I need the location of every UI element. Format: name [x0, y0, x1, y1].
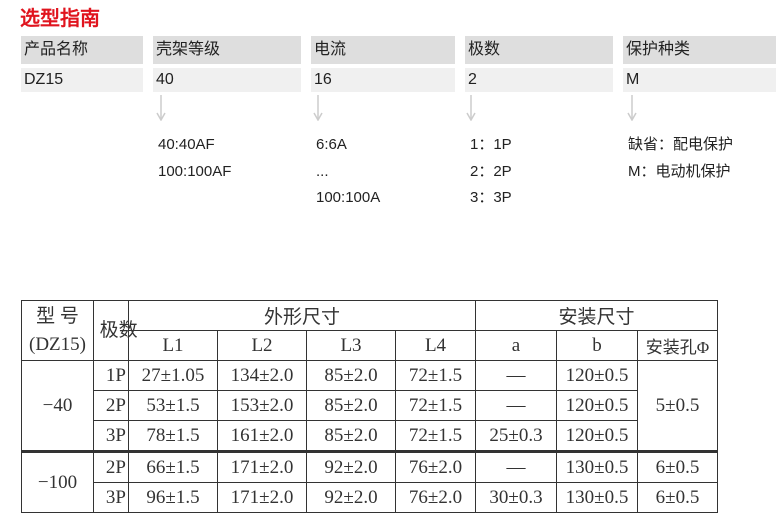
table-row: −100 2P 66±1.5 171±2.0 92±2.0 76±2.0—130±0.5 6… [21, 450, 718, 513]
table-cell: 120±0.5 [556, 420, 638, 452]
guide-option: 3：3P [470, 189, 512, 206]
table-cell: 3P [93, 482, 129, 513]
column-header: b [556, 330, 638, 361]
column-header: a [475, 330, 557, 361]
table-cell: 92±2.0 [306, 450, 396, 483]
page-title: 选型指南 [20, 8, 100, 30]
hole-cell: 5±0.5 [637, 360, 718, 452]
table-cell: 6±0.5 [637, 482, 718, 513]
guide-option: 100:100A [316, 189, 381, 206]
guide-option: 6:6A [316, 136, 347, 153]
guide-option: 40:40AF [158, 136, 215, 153]
guide-options: 1：1P 2：2P 3：3P [470, 132, 512, 212]
model-cell: −40 [21, 360, 94, 452]
guide-value: 16 [311, 68, 455, 92]
table-cell: 72±1.5 [395, 360, 476, 391]
table-cell: 53±1.5 [128, 390, 218, 421]
table-cell: 85±2.0 [306, 390, 396, 421]
column-header: 安装孔Φ [637, 330, 718, 361]
table-cell: 27±1.05 [128, 360, 218, 391]
table-row: 2P 53±1.5 153±2.0 85±2.0 72±1.5—120±0.5 [22, 390, 718, 421]
table-row: 3P 78±1.5 161±2.0 85±2.0 72±1.5 25±0.3 120±0.5 [22, 420, 718, 452]
table-cell: 130±0.5 [556, 482, 638, 513]
table-cell: 6±0.5 [637, 450, 718, 483]
guide-value: M [623, 68, 776, 92]
table-cell: 120±0.5 [556, 360, 638, 391]
table-cell: 72±1.5 [395, 390, 476, 421]
arrow-down-icon [627, 95, 637, 122]
guide-option: M：电动机保护 [628, 162, 731, 180]
table-cell: 92±2.0 [306, 482, 396, 513]
table-cell: 1P [93, 360, 129, 391]
arrow-down-icon [156, 95, 166, 122]
guide-options: 缺省：配电保护 M：电动机保护 [628, 132, 733, 185]
mount-header: 安装尺寸 [475, 300, 718, 331]
table-cell: 2P [93, 450, 129, 483]
guide-options: 6:6A... 100:100A [316, 132, 380, 212]
column-header: L3 [306, 330, 396, 361]
guide-option: 100:100AF [158, 162, 232, 180]
dimension-table: 型 号 (DZ15) 极数 外形尺寸 安装尺寸 L1 L2 L3 L4 a b 安装孔Φ −4… [21, 300, 718, 513]
table-cell: 171±2.0 [217, 450, 307, 483]
guide-option: 2：2P [470, 162, 512, 180]
guide-option: 1：1P [470, 136, 512, 153]
table-cell: 85±2.0 [306, 420, 396, 452]
guide-header: 电流 [311, 36, 455, 64]
guide-header: 极数 [465, 36, 613, 64]
poles-header: 极数 [93, 300, 138, 361]
table-cell: — [475, 450, 557, 483]
table-cell: 171±2.0 [217, 482, 307, 513]
column-header: L1 [128, 330, 218, 361]
guide-header: 保护种类 [623, 36, 776, 64]
guide-value: DZ15 [21, 68, 143, 92]
guide-option: 缺省：配电保护 [628, 136, 734, 153]
table-cell: 134±2.0 [217, 360, 307, 391]
guide-column: 电流 16 [311, 36, 455, 92]
table-cell: 161±2.0 [217, 420, 307, 452]
table-cell: 130±0.5 [556, 450, 638, 483]
table-cell: 76±2.0 [395, 482, 476, 513]
table-row: −40 1P 27±1.05 134±2.0 85±2.0 72±1.5—120±0.5 5… [21, 360, 718, 452]
guide-option: ... [316, 162, 329, 180]
model-header: 型 号 (DZ15) [21, 300, 94, 361]
model-cell: −100 [21, 450, 94, 513]
guide-column: 保护种类 M [623, 36, 776, 92]
arrow-down-icon [466, 95, 476, 122]
arrow-down-icon [313, 95, 323, 122]
table-cell: 85±2.0 [306, 360, 396, 391]
table-cell: — [475, 390, 557, 421]
guide-column: 极数 2 [465, 36, 613, 92]
guide-column: 产品名称 DZ15 [21, 36, 143, 92]
guide-header: 壳架等级 [153, 36, 301, 64]
table-row: 3P 96±1.5 171±2.0 92±2.0 76±2.0 30±0.3 130±0.5… [22, 482, 718, 513]
table-cell: 66±1.5 [128, 450, 218, 483]
column-header: L2 [217, 330, 307, 361]
table-cell: 72±1.5 [395, 420, 476, 452]
table-cell: 2P [93, 390, 129, 421]
table-cell: 153±2.0 [217, 390, 307, 421]
table-cell: — [475, 360, 557, 391]
table-cell: 25±0.3 [475, 420, 557, 452]
column-header: L4 [395, 330, 476, 361]
guide-value: 2 [465, 68, 613, 92]
guide-header: 产品名称 [21, 36, 143, 64]
table-cell: 3P [93, 420, 129, 452]
table-cell: 120±0.5 [556, 390, 638, 421]
table-cell: 76±2.0 [395, 450, 476, 483]
guide-column: 壳架等级 40 [153, 36, 301, 92]
table-cell: 78±1.5 [128, 420, 218, 452]
outline-header: 外形尺寸 [128, 300, 476, 331]
guide-value: 40 [153, 68, 301, 92]
table-cell: 96±1.5 [128, 482, 218, 513]
table-cell: 30±0.3 [475, 482, 557, 513]
guide-options: 40:40AF 100:100AF [158, 132, 231, 185]
